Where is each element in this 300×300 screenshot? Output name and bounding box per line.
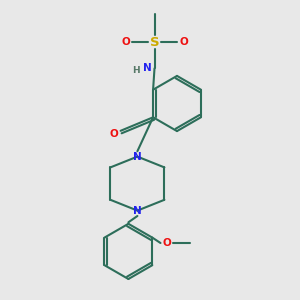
Text: N: N	[142, 63, 152, 74]
Text: N: N	[133, 206, 142, 216]
Text: N: N	[133, 152, 142, 162]
Text: O: O	[110, 129, 118, 140]
Text: O: O	[162, 238, 171, 248]
Text: O: O	[121, 37, 130, 47]
Text: H: H	[132, 66, 140, 75]
Text: S: S	[150, 35, 159, 49]
Text: O: O	[179, 37, 188, 47]
